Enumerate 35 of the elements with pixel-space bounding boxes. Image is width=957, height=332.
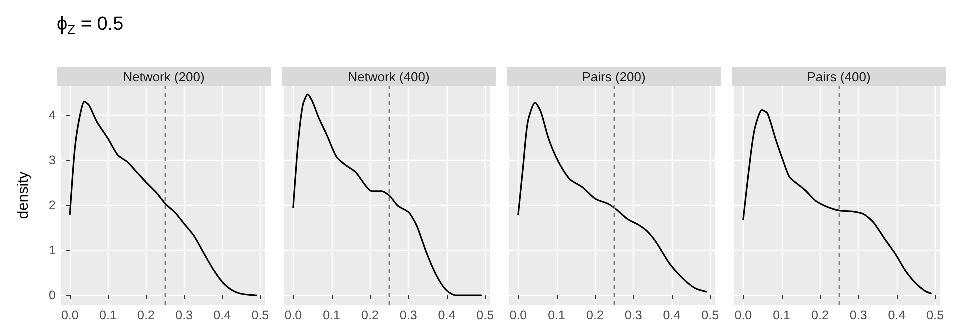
x-tick-label: 0.4: [214, 308, 232, 322]
x-tick-label: 0.1: [548, 308, 566, 322]
x-tick-label: 0.2: [586, 308, 604, 322]
y-tick-label: 0: [49, 288, 56, 303]
x-tick-label: 0.1: [773, 308, 791, 322]
x-tick-label: 0.5: [702, 308, 720, 322]
x-tick-label: 0.3: [400, 308, 418, 322]
y-tick-label: 3: [49, 153, 56, 168]
y-axis-title: density: [15, 171, 32, 220]
x-tick-label: 0.5: [926, 308, 944, 322]
x-tick-label: 0.1: [99, 308, 117, 322]
x-tick-label: 0.5: [476, 308, 494, 322]
y-tick-label: 1: [49, 243, 56, 258]
x-tick-label: 0.0: [61, 308, 79, 322]
chart-subtitle: Pairs (400): [807, 70, 871, 84]
x-tick-label: 0.5: [252, 308, 270, 322]
x-tick-label: 0.4: [663, 308, 681, 322]
x-tick-label: 0.2: [138, 308, 155, 322]
x-tick-label: 0.0: [284, 308, 302, 322]
x-tick-label: 0.4: [438, 308, 456, 322]
x-tick-label: 0.0: [510, 308, 528, 322]
y-tick-label: 2: [49, 198, 56, 212]
chart-subtitle: Network (400): [348, 70, 430, 84]
x-tick-label: 0.2: [812, 308, 829, 322]
chart-subtitle: Network (200): [123, 70, 205, 84]
x-tick-label: 0.3: [624, 308, 642, 322]
chart-subtitle: Pairs (200): [582, 70, 646, 84]
y-tick-label: 4: [49, 108, 56, 122]
x-tick-label: 0.3: [850, 308, 868, 322]
x-tick-label: 0.3: [176, 308, 194, 322]
x-tick-label: 0.0: [734, 308, 752, 322]
line-series: [69, 100, 258, 296]
x-tick-label: 0.4: [888, 308, 906, 322]
x-tick-label: 0.2: [362, 308, 379, 322]
x-tick-label: 0.1: [323, 308, 341, 322]
